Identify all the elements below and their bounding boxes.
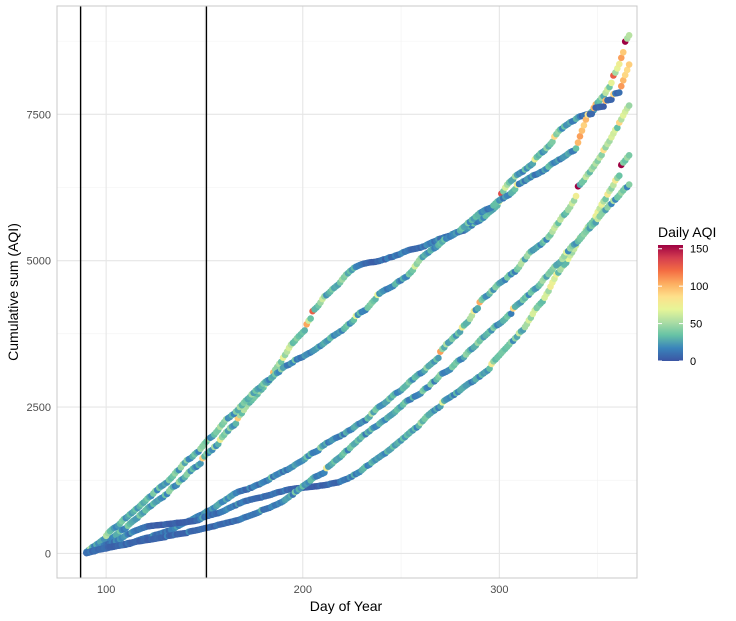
legend-colorbar [658, 245, 683, 361]
x-axis-ticks: 100 200 300 [97, 584, 509, 596]
legend-tick-label: 150 [690, 244, 708, 256]
y-tick-label: 7500 [27, 109, 51, 121]
data-point [507, 310, 515, 317]
data-point [625, 31, 633, 39]
data-point [608, 96, 615, 103]
data-point [608, 79, 615, 87]
data-point [572, 192, 580, 200]
data-point [614, 124, 621, 132]
y-axis-ticks: 0 2500 5000 7500 [27, 109, 51, 560]
data-point [621, 71, 629, 79]
data-points [83, 31, 633, 557]
data-point [588, 110, 596, 118]
data-point [625, 102, 633, 109]
plot-panel-border [56, 5, 638, 579]
legend-ticks: 0 50 100 150 [658, 244, 708, 368]
data-point [549, 138, 556, 146]
data-point [617, 82, 625, 90]
data-point [625, 61, 633, 68]
data-point [625, 181, 633, 188]
data-point [616, 89, 623, 96]
data-point [619, 48, 627, 56]
legend-title: Daily AQI [658, 224, 716, 240]
grid-lines [57, 6, 637, 578]
data-point [574, 139, 582, 146]
x-tick-label: 100 [97, 584, 115, 596]
reference-lines [79, 6, 208, 578]
y-tick-label: 5000 [27, 256, 51, 268]
data-point [598, 151, 605, 159]
data-point [578, 127, 586, 134]
legend-tick-label: 0 [690, 356, 696, 368]
legend-tick-label: 50 [690, 319, 702, 331]
data-point [619, 77, 627, 84]
y-axis-title: Cumulative sum (AQI) [5, 223, 21, 361]
data-point [580, 122, 588, 129]
data-point [572, 145, 580, 152]
y-tick-label: 0 [45, 548, 51, 560]
data-point [600, 103, 607, 110]
data-point [623, 66, 631, 74]
data-point [625, 151, 633, 159]
data-point [307, 315, 314, 322]
data-point [232, 420, 240, 427]
color-legend: Daily AQI 0 50 100 150 [658, 224, 716, 368]
data-point [197, 460, 204, 467]
x-tick-label: 300 [490, 584, 508, 596]
data-point [301, 327, 309, 334]
data-point [616, 172, 623, 180]
x-axis-title: Day of Year [310, 598, 383, 614]
data-point [435, 354, 442, 362]
data-point [474, 304, 482, 312]
x-tick-label: 200 [294, 584, 312, 596]
y-tick-label: 2500 [27, 402, 51, 414]
data-point [617, 54, 625, 62]
data-point [576, 133, 584, 140]
legend-tick-label: 100 [690, 281, 708, 293]
data-point [616, 60, 623, 68]
